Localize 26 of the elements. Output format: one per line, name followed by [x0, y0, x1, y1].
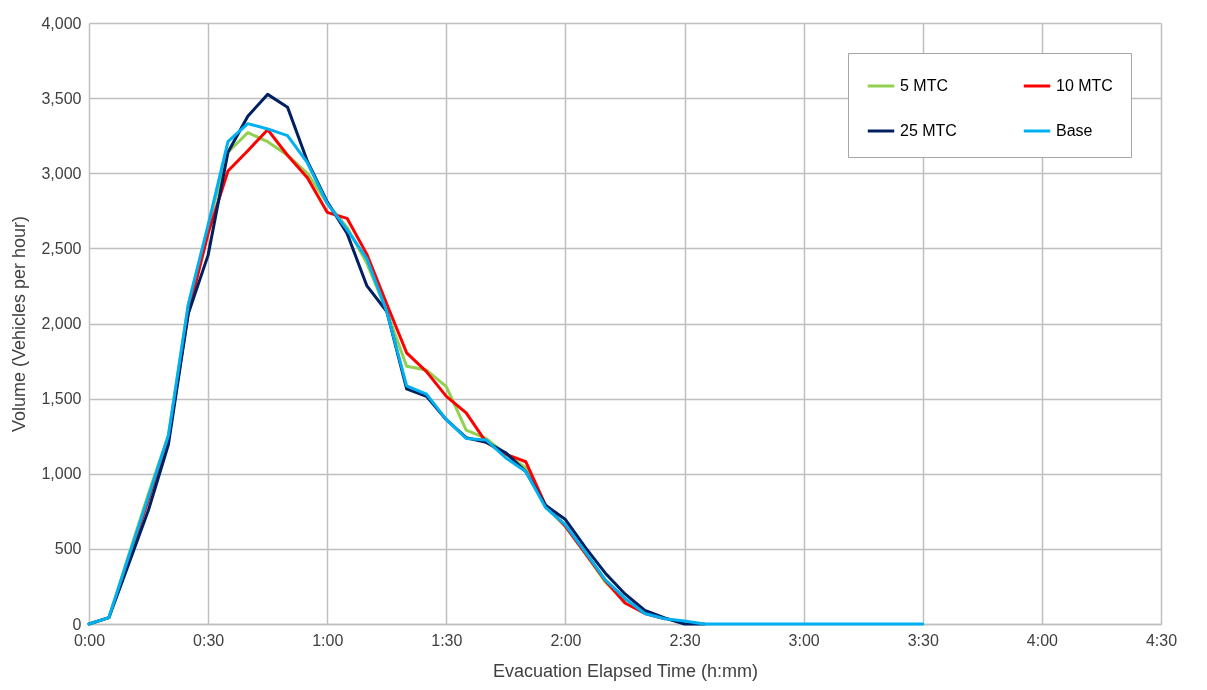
x-tick-label: 0:00 — [73, 631, 106, 649]
x-tick-label: 3:00 — [788, 631, 820, 649]
x-tick-label: 0:30 — [193, 631, 225, 649]
y-tick-label: 2,000 — [41, 315, 82, 332]
legend-label: 25 MTC — [900, 122, 957, 139]
x-axis-title: Evacuation Elapsed Time (h:mm) — [492, 660, 759, 681]
y-tick-label: 4,000 — [41, 14, 82, 32]
x-tick-label: 3:30 — [907, 631, 939, 649]
line-series — [87, 122, 925, 626]
legend-label: Base — [1056, 122, 1093, 139]
x-tick-label: 2:30 — [669, 631, 701, 649]
x-tick-label: 4:00 — [1026, 631, 1059, 649]
x-tick-label: 4:30 — [1145, 631, 1178, 649]
y-tick-label: 3,000 — [41, 164, 82, 182]
y-tick-label: 500 — [54, 540, 82, 558]
y-tick-label: 2,500 — [41, 239, 82, 257]
y-axis-title: Volume (Vehicles per hour) — [9, 215, 30, 433]
x-tick-label: 1:00 — [312, 631, 344, 649]
y-tick-label: 3,500 — [41, 89, 82, 107]
x-tick-label: 2:00 — [550, 631, 582, 649]
y-tick-label: 1,000 — [41, 465, 82, 483]
y-tick-label: 1,500 — [41, 390, 82, 408]
x-tick-label: 1:30 — [431, 631, 463, 649]
y-tick-label: 0 — [72, 615, 82, 633]
legend-label: 10 MTC — [1056, 77, 1113, 94]
legend-label: 5 MTC — [900, 77, 948, 94]
